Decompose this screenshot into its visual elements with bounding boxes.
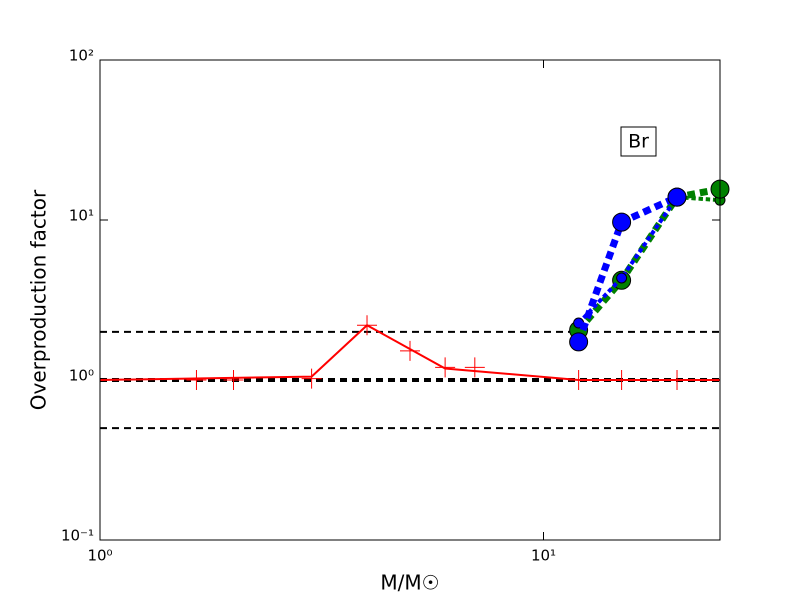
marker (568, 370, 589, 390)
marker (400, 340, 420, 361)
x-tick-label: 10¹ (531, 547, 556, 565)
x-axis-label: M/M☉ (380, 571, 439, 595)
annotation: Br (620, 126, 657, 157)
marker (301, 368, 322, 389)
annotation-box (620, 126, 657, 157)
marker (223, 370, 244, 390)
annotation-text: Br (628, 131, 649, 153)
y-tick-label: 10⁰ (69, 367, 94, 385)
x-tick-label: 10⁰ (87, 547, 112, 565)
marker (435, 357, 456, 378)
marker (186, 370, 207, 390)
y-tick-label: 10² (69, 47, 94, 65)
marker (357, 315, 378, 336)
marker (464, 357, 485, 378)
marker (616, 272, 628, 284)
marker (612, 212, 632, 232)
y-tick-label: 10¹ (69, 207, 94, 225)
plot-frame (99, 59, 721, 541)
marker (611, 370, 632, 390)
marker (569, 332, 589, 352)
y-tick-label: 10⁻¹ (61, 527, 94, 545)
marker (667, 187, 687, 207)
y-axis-label: Overproduction factor (27, 189, 51, 410)
marker (667, 370, 688, 390)
